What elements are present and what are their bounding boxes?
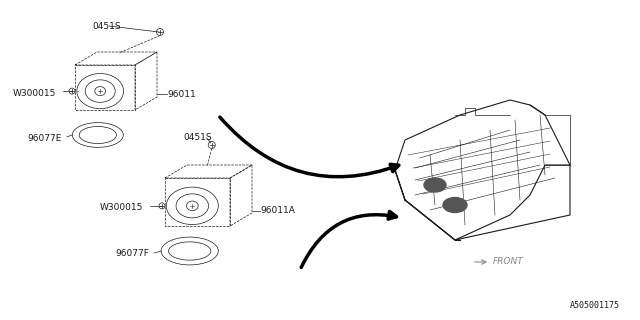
Ellipse shape	[424, 178, 446, 192]
Text: A505001175: A505001175	[570, 301, 620, 310]
Polygon shape	[75, 52, 157, 65]
Text: 0451S: 0451S	[184, 132, 212, 141]
Text: 96077F: 96077F	[116, 250, 149, 259]
Polygon shape	[230, 165, 252, 226]
Polygon shape	[135, 52, 157, 110]
Ellipse shape	[77, 74, 124, 109]
Text: 0451S: 0451S	[92, 21, 120, 30]
Polygon shape	[395, 100, 570, 240]
Ellipse shape	[161, 237, 218, 265]
Ellipse shape	[72, 123, 124, 148]
Ellipse shape	[166, 187, 218, 225]
Text: 96077E: 96077E	[28, 133, 62, 142]
Text: FRONT: FRONT	[493, 258, 524, 267]
Ellipse shape	[443, 197, 467, 212]
Text: 96011: 96011	[167, 90, 196, 99]
Polygon shape	[165, 165, 252, 178]
Text: W300015: W300015	[100, 203, 143, 212]
Text: W300015: W300015	[13, 89, 56, 98]
Text: 96011A: 96011A	[260, 206, 295, 215]
